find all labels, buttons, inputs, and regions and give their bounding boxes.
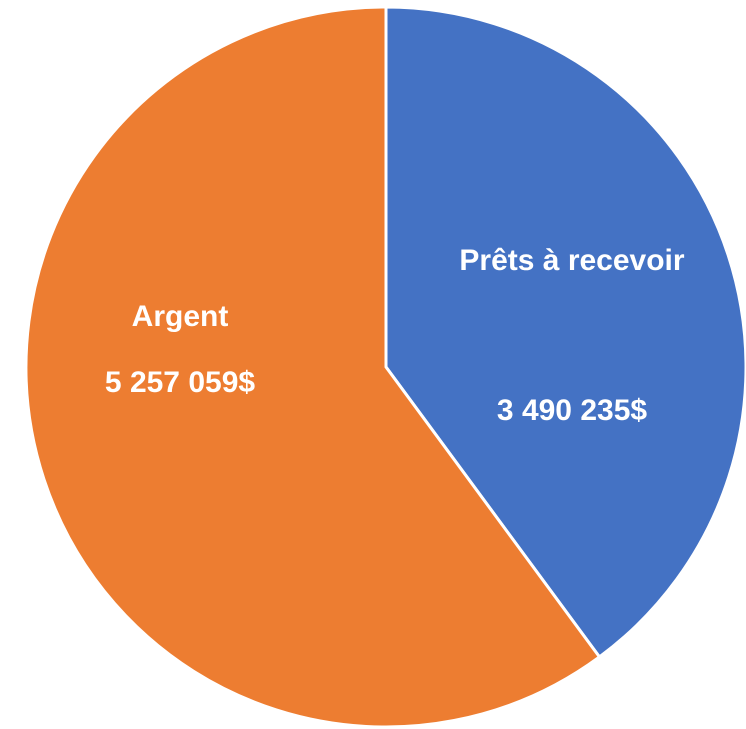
value-label: 3 490 235$ (497, 394, 647, 427)
value-label: 5 257 059$ (105, 366, 255, 399)
pie-slice (384, 5, 746, 659)
slice-label: Argent (132, 300, 229, 333)
slice-label: Prêts à recevoir (459, 244, 684, 277)
pie-slice (24, 5, 601, 729)
